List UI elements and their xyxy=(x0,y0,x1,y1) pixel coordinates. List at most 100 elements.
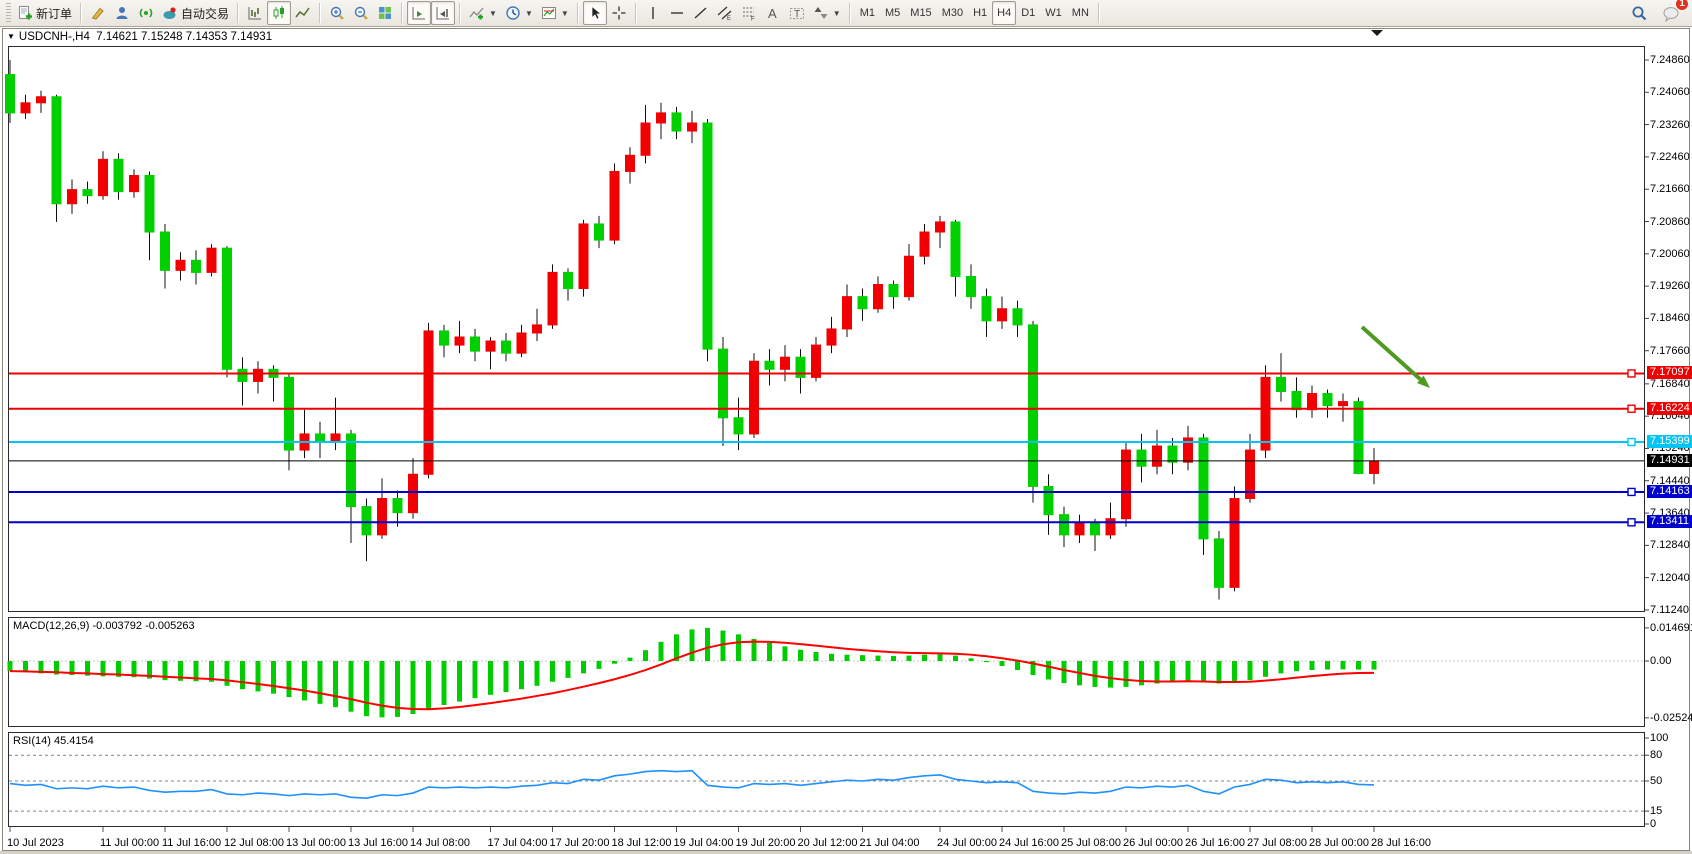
templates-button[interactable]: ▼ xyxy=(537,1,573,25)
time-axis-label: 14 Jul 08:00 xyxy=(410,837,470,849)
time-axis-label: 28 Jul 16:00 xyxy=(1371,837,1431,849)
zoom-out-button[interactable] xyxy=(349,1,373,25)
arrows-icon xyxy=(814,7,828,19)
rsi-axis-label: 100 xyxy=(1650,732,1669,744)
crosshair-button[interactable] xyxy=(607,1,631,25)
price-axis-label: 7.12840 xyxy=(1650,539,1690,552)
time-axis-label: 20 Jul 12:00 xyxy=(797,837,858,849)
cursor-button[interactable] xyxy=(582,1,607,25)
filter-icon xyxy=(91,7,104,20)
timeframe-w1-button[interactable]: W1 xyxy=(1045,7,1062,19)
text-label-button[interactable]: T xyxy=(785,1,809,25)
price-axis-label: 7.21660 xyxy=(1650,183,1690,196)
price-line-tag: 7.15399 xyxy=(1647,435,1692,449)
time-axis-label: 26 Jul 16:00 xyxy=(1185,837,1245,849)
time-axis-label: 28 Jul 00:00 xyxy=(1309,837,1369,849)
price-line-tag: 7.16224 xyxy=(1647,401,1692,415)
periods-caret[interactable]: ▼ xyxy=(524,8,533,18)
arrows-caret[interactable]: ▼ xyxy=(832,8,841,18)
rsi-axis-label: 80 xyxy=(1650,749,1663,762)
chart-shift-button[interactable] xyxy=(431,1,456,25)
chart-shift-icon xyxy=(436,7,450,20)
macd-indicator-label: MACD(12,26,9) -0.003792 -0.005263 xyxy=(13,620,195,632)
candlestick-chart-icon xyxy=(273,6,285,19)
zoom-in-icon xyxy=(330,6,344,20)
time-axis-label: 21 Jul 04:00 xyxy=(859,837,920,849)
macd-values: -0.003792 -0.005263 xyxy=(92,620,195,632)
timeframe-d1-button[interactable]: D1 xyxy=(1021,7,1036,19)
chart-line-button[interactable] xyxy=(291,1,315,25)
chart-window[interactable] xyxy=(0,27,1692,854)
chart-title-row: ▼ USDCNH-,H4 7.14621 7.15248 7.14353 7.14… xyxy=(7,31,272,43)
separator xyxy=(1097,3,1100,23)
price-line-tag: 7.13411 xyxy=(1647,515,1692,529)
price-axis-label: 7.24060 xyxy=(1650,86,1690,99)
cursor-icon xyxy=(591,5,602,20)
rsi-value: 45.4154 xyxy=(53,735,94,747)
zoom-in-button[interactable] xyxy=(325,1,349,25)
template-icon xyxy=(541,7,556,19)
profile-button[interactable] xyxy=(110,1,134,25)
timeframe-mn-button[interactable]: MN xyxy=(1071,7,1089,19)
timeframe-m30-button[interactable]: M30 xyxy=(941,7,964,19)
chart-bars-button[interactable] xyxy=(243,1,267,25)
filter-button[interactable] xyxy=(86,1,110,25)
crosshair-icon xyxy=(612,6,626,20)
rsi-axis-label: 50 xyxy=(1650,775,1663,787)
periods-button[interactable]: ▼ xyxy=(501,1,537,25)
price-axis-label: 7.19260 xyxy=(1650,280,1690,293)
equidistant-channel-button[interactable]: E xyxy=(713,1,737,25)
new-order-button[interactable]: 新订单 xyxy=(13,1,76,25)
chat-bubble-icon xyxy=(1663,6,1679,22)
time-axis-label: 19 Jul 04:00 xyxy=(673,837,734,849)
chart-symbol-period: USDCNH-,H4 xyxy=(18,31,90,43)
tile-windows-button[interactable] xyxy=(373,1,397,25)
templates-caret[interactable]: ▼ xyxy=(560,8,569,18)
indicators-icon xyxy=(469,7,484,20)
fibonacci-button[interactable]: F xyxy=(737,1,761,25)
timeframe-h4-button[interactable]: H4 xyxy=(992,1,1017,25)
trendline-icon xyxy=(694,7,707,19)
search-button[interactable] xyxy=(1627,1,1652,25)
price-axis-label: 7.20060 xyxy=(1650,247,1690,260)
timeframe-m5-button[interactable]: M5 xyxy=(885,7,901,19)
text-button[interactable]: A xyxy=(761,1,785,25)
indicators-button[interactable]: ▼ xyxy=(465,1,501,25)
auto-trading-label: 自动交易 xyxy=(181,6,230,21)
macd-axis-label: 0.014691 xyxy=(1650,621,1692,634)
macd-axis-label: 0.00 xyxy=(1650,655,1672,667)
separator xyxy=(634,3,637,23)
time-axis-label: 13 Jul 00:00 xyxy=(286,837,346,849)
chart-candles-button[interactable] xyxy=(267,1,292,25)
timeframe-h1-button[interactable]: H1 xyxy=(973,7,988,19)
clock-icon xyxy=(506,6,520,20)
price-line-tag: 7.14931 xyxy=(1647,453,1692,467)
vertical-line-button[interactable] xyxy=(641,1,665,25)
svg-text:A: A xyxy=(768,6,777,21)
arrows-button[interactable]: ▼ xyxy=(809,1,845,25)
svg-text:F: F xyxy=(751,17,755,22)
notifications-button[interactable]: 1 xyxy=(1658,0,1688,25)
svg-text:T: T xyxy=(794,9,800,20)
indicators-caret[interactable]: ▼ xyxy=(489,8,497,18)
timeframe-m1-button[interactable]: M1 xyxy=(859,7,875,19)
toolbar-grip xyxy=(6,3,11,23)
new-order-icon xyxy=(19,6,32,20)
time-axis-label: 25 Jul 08:00 xyxy=(1061,837,1121,849)
horizontal-line-button[interactable] xyxy=(665,1,689,25)
trendline-button[interactable] xyxy=(689,1,713,25)
rsi-axis-label: 0 xyxy=(1650,818,1657,830)
auto-trading-button[interactable]: 自动交易 xyxy=(158,1,233,25)
price-axis-label: 7.17660 xyxy=(1650,344,1690,357)
timeframe-m15-button[interactable]: M15 xyxy=(910,7,932,19)
time-axis-label: 10 Jul 2023 xyxy=(7,837,64,849)
time-axis-label: 18 Jul 12:00 xyxy=(611,837,672,849)
auto-scroll-button[interactable] xyxy=(407,1,432,25)
chart-ohlc-values: 7.14621 7.15248 7.14353 7.14931 xyxy=(96,31,273,43)
separator xyxy=(319,3,322,23)
auto-scroll-icon xyxy=(412,7,426,20)
signals-button[interactable] xyxy=(134,1,158,25)
svg-text:E: E xyxy=(727,16,731,21)
rsi-axis-label: 15 xyxy=(1650,805,1663,818)
symbol-dropdown-icon[interactable]: ▼ xyxy=(7,32,15,41)
